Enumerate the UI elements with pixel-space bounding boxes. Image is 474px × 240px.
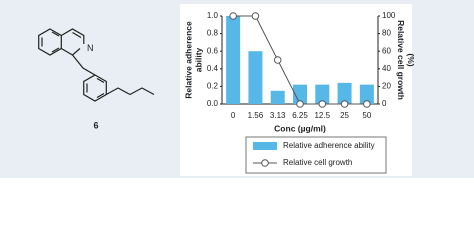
y-tick-label: 0.6: [207, 46, 219, 55]
legend-label: Relative adherence ability: [283, 141, 375, 150]
bar: [270, 90, 285, 104]
x-tick-label: 6.25: [292, 111, 308, 120]
legend-label: Relative cell growth: [283, 158, 352, 167]
y-tick-label: 0.0: [207, 99, 219, 108]
figure: N 6 0.00.20.40.60.81.0020406080100Relati…: [0, 0, 474, 178]
y-tick-label: 0.4: [207, 64, 219, 73]
chemical-structure: [38, 28, 155, 102]
y2-tick-label: 80: [382, 29, 391, 38]
bar: [248, 51, 263, 104]
marker: [273, 56, 282, 64]
y2-tick-label: 40: [382, 64, 391, 73]
y2-tick-label: 60: [382, 46, 391, 55]
bar: [337, 82, 352, 104]
y2-tick-label: 100: [382, 11, 396, 20]
atom-n: N: [87, 43, 94, 53]
y-axis-label: Relative adherence: [183, 21, 193, 99]
marker: [296, 100, 304, 108]
y2-axis-label: Relative cell growth: [396, 20, 406, 100]
compound-label: 6: [93, 120, 98, 130]
y-tick-label: 0.8: [207, 29, 219, 38]
legend-marker: [261, 159, 269, 167]
marker: [340, 100, 349, 108]
x-tick-label: 3.13: [270, 111, 286, 120]
marker: [229, 12, 237, 20]
y-axis-label: ability: [193, 47, 203, 72]
x-tick-label: 1.56: [248, 111, 264, 120]
y-tick-label: 1.0: [207, 11, 219, 20]
x-tick-label: 12.5: [314, 111, 330, 120]
legend-swatch: [253, 142, 277, 150]
y2-tick-label: 20: [382, 82, 391, 91]
y-tick-label: 0.2: [207, 82, 219, 91]
x-axis-label: Conc (µg/ml): [274, 123, 326, 133]
y2-axis-label: (%): [406, 53, 416, 66]
marker: [251, 12, 260, 20]
bar: [226, 16, 241, 104]
bar: [293, 84, 307, 104]
y2-tick-label: 0: [382, 99, 387, 108]
bar: [315, 84, 330, 104]
marker: [363, 100, 371, 108]
x-tick-label: 50: [362, 111, 371, 120]
bar: [359, 84, 374, 104]
x-tick-label: 0: [231, 111, 236, 120]
x-tick-label: 25: [340, 111, 349, 120]
marker: [318, 100, 327, 108]
